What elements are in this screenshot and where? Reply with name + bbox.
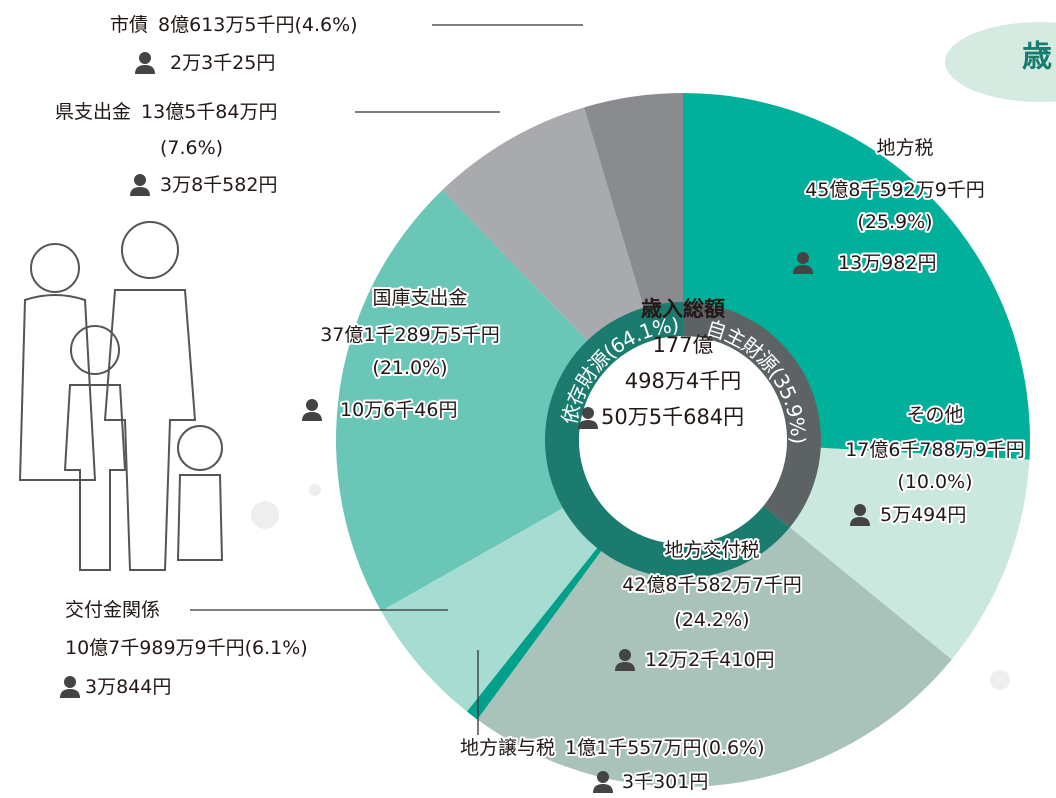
- icon-head: [854, 504, 866, 516]
- slice-label: その他: [906, 404, 963, 426]
- label-pct: (0.6%): [701, 737, 764, 759]
- slice-label: 地方税: [876, 137, 933, 159]
- label-amount: 13億5千84万円: [141, 101, 277, 123]
- slice-label: (24.2%): [674, 609, 749, 631]
- person-icon: [60, 676, 80, 698]
- slice-label: (21.0%): [372, 357, 447, 379]
- slice-label: 37億1千289万5千円: [320, 324, 500, 346]
- decoration: [251, 501, 279, 529]
- label-cap: 5万494円: [880, 504, 966, 526]
- center-per-capita: 50万5千684円: [601, 405, 744, 429]
- label-cap: 3万844円: [85, 676, 171, 698]
- label-name: 地方交付税: [664, 539, 759, 561]
- label-pct: (4.6%): [294, 14, 357, 36]
- label-name: 国庫支出金: [372, 287, 467, 309]
- slice-label: (7.6%): [160, 137, 223, 159]
- icon-body: [60, 689, 80, 698]
- label-amount: 42億8千582万7千円: [622, 574, 802, 596]
- slice-label: 13万982円: [838, 252, 936, 274]
- slice-label: 17億6千788万9千円: [845, 439, 1025, 461]
- label-name: 市債: [110, 14, 148, 36]
- center-disc: [579, 336, 787, 544]
- label-name: 地方譲与税: [460, 737, 555, 759]
- person-icon: [130, 174, 150, 196]
- slice-label: 42億8千582万7千円: [622, 574, 802, 596]
- icon-head: [306, 399, 318, 411]
- slice-label: (10.0%): [897, 471, 972, 493]
- slice-label: 3万844円: [85, 676, 171, 698]
- title: 歳: [1022, 40, 1052, 75]
- slice-label: 2万3千25円: [170, 52, 275, 74]
- label-amount: 37億1千289万5千円: [320, 324, 500, 346]
- chart: 歳 地方税 45億8千592万9千円 (25.9%) 13万982円その他 17億6千7…: [0, 0, 1056, 798]
- label-amount: 17億6千788万9千円: [845, 439, 1025, 461]
- icon-body: [593, 784, 613, 793]
- icon-head: [139, 52, 151, 64]
- label-pct: (21.0%): [372, 357, 447, 379]
- icon-head: [134, 174, 146, 186]
- icon-body: [135, 65, 155, 74]
- person-icon: [135, 52, 155, 74]
- label-cap: 13万982円: [838, 252, 936, 274]
- slice-label: 県支出金 13億5千84万円: [55, 101, 277, 123]
- label-cap: 2万3千25円: [170, 52, 275, 74]
- label-cap: 3万8千582円: [160, 174, 277, 196]
- decoration: [990, 670, 1010, 690]
- slice-label: 地方譲与税 1億1千557万円(0.6%): [460, 737, 765, 759]
- center-line: 498万4千円: [625, 369, 741, 393]
- label-amount: 10億7千989万9千円: [65, 637, 245, 659]
- slice-label: 5万494円: [880, 504, 966, 526]
- slice-label: 10億7千989万9千円(6.1%): [65, 637, 308, 659]
- label-name: その他: [906, 404, 963, 426]
- slice-label: 交付金関係: [65, 599, 160, 621]
- label-pct: (10.0%): [897, 471, 972, 493]
- slice-label: 3千301円: [622, 771, 708, 793]
- label-pct: (24.2%): [674, 609, 749, 631]
- icon-body: [130, 187, 150, 196]
- label-cap: 10万6千46円: [340, 399, 457, 421]
- label-pct: (25.9%): [857, 211, 932, 233]
- label-name: 県支出金: [55, 101, 131, 123]
- icon-body: [302, 412, 322, 421]
- slice-label: 市債 8億613万5千円(4.6%): [110, 14, 358, 36]
- label-pct: (6.1%): [245, 637, 308, 659]
- label-amount: 8億613万5千円: [158, 14, 294, 36]
- slice-label: 3万8千582円: [160, 174, 277, 196]
- slice-label: 国庫支出金: [372, 287, 467, 309]
- label-cap: 3千301円: [622, 771, 708, 793]
- slice-label: 45億8千592万9千円: [805, 179, 985, 201]
- icon-head: [597, 771, 609, 783]
- icon-head: [619, 649, 631, 661]
- label-amount: 1億1千557万円: [565, 737, 701, 759]
- label-name: 交付金関係: [65, 599, 160, 621]
- icon-head: [64, 676, 76, 688]
- icon-head: [797, 252, 809, 264]
- slice-label: 10万6千46円: [340, 399, 457, 421]
- family-illustration: [20, 222, 222, 570]
- label-name: 地方税: [876, 137, 933, 159]
- slice-label: (25.9%): [857, 211, 932, 233]
- label-amount: 45億8千592万9千円: [805, 179, 985, 201]
- slice-label: 12万2千410円: [645, 649, 775, 671]
- decoration: [309, 484, 321, 496]
- label-pct: (7.6%): [160, 137, 223, 159]
- person-icon: [302, 399, 322, 421]
- label-cap: 12万2千410円: [645, 649, 775, 671]
- slice-label: 地方交付税: [664, 539, 759, 561]
